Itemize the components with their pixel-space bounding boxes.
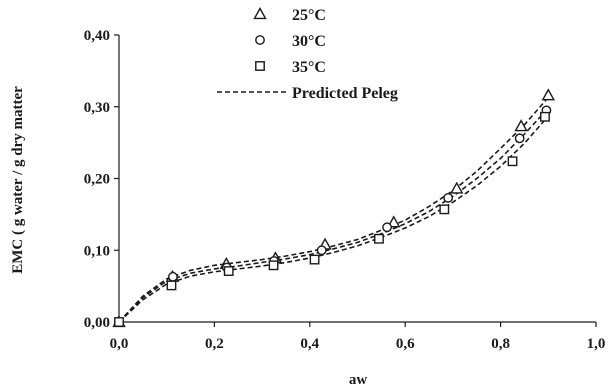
legend-label: 30°C xyxy=(292,33,326,50)
circle-data-point xyxy=(316,245,327,256)
y-tick-label: 0,20 xyxy=(84,172,110,188)
x-tick-label: 0,4 xyxy=(300,336,319,352)
square-data-point xyxy=(309,254,320,265)
peleg-curve xyxy=(118,107,549,323)
y-tick-label: 0,10 xyxy=(84,243,110,259)
x-axis-title: aw xyxy=(349,372,368,388)
model-curves xyxy=(118,96,549,323)
x-tick-label: 1,0 xyxy=(587,336,606,352)
triangle-data-point xyxy=(387,215,401,228)
square-data-point xyxy=(166,280,177,291)
y-tick-label: 0,40 xyxy=(84,28,110,44)
legend-square-icon xyxy=(255,61,265,71)
circle-data-point xyxy=(514,133,525,144)
circle-data-point xyxy=(168,271,178,282)
legend-label: 35°C xyxy=(292,59,326,76)
data-points xyxy=(112,88,555,328)
legend: 25°C 30°C 35°C Predicted Peleg xyxy=(217,7,398,102)
x-tick-label: 0,0 xyxy=(110,336,129,352)
tick-labels: 0,0 0,2 0,4 0,6 0,8 1,0 0,00 0,10 0,20 0,30 0,40 xyxy=(84,28,606,352)
square-data-point xyxy=(439,204,450,215)
square-data-point xyxy=(223,266,234,276)
legend-circle-icon xyxy=(255,35,265,45)
square-data-point xyxy=(268,260,279,271)
triangle-data-point xyxy=(514,119,528,132)
square-data-point xyxy=(507,156,518,167)
x-tick-label: 0,8 xyxy=(491,336,510,352)
circle-data-point xyxy=(382,222,392,233)
legend-label: 25°C xyxy=(292,7,326,24)
triangle-data-point xyxy=(541,88,555,101)
x-tick-label: 0,2 xyxy=(205,336,224,352)
peleg-curve xyxy=(118,115,549,323)
y-tick-label: 0,00 xyxy=(84,315,110,331)
square-data-point xyxy=(540,111,550,122)
y-tick-label: 0,30 xyxy=(84,100,110,116)
x-tick-label: 0,6 xyxy=(396,336,415,352)
triangle-data-point xyxy=(450,181,464,194)
square-data-point xyxy=(114,317,124,327)
square-data-point xyxy=(374,233,384,244)
circle-data-point xyxy=(443,192,454,203)
y-axis-title: EMC ( g water / g dry matter xyxy=(10,86,26,274)
legend-label: Predicted Peleg xyxy=(292,85,398,102)
axes xyxy=(114,34,597,327)
legend-triangle-icon xyxy=(253,7,267,20)
peleg-curve xyxy=(118,96,549,323)
